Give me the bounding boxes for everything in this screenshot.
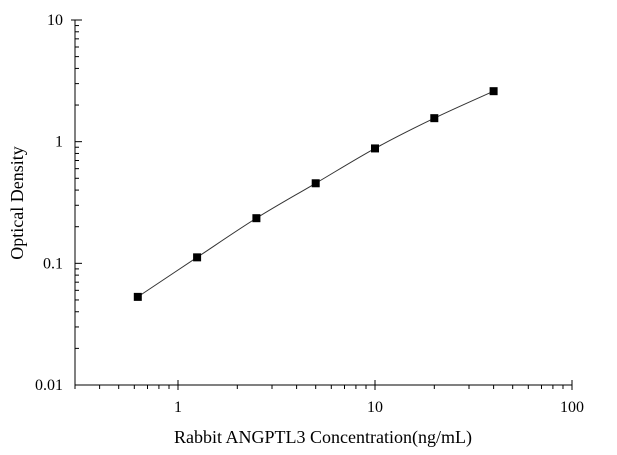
data-point — [311, 179, 320, 188]
x-tick-label-10: 10 — [367, 399, 383, 416]
data-point — [489, 87, 498, 96]
y-tick-label-10: 10 — [47, 12, 63, 29]
data-point — [252, 214, 261, 223]
fit-curve — [137, 90, 494, 298]
x-tick-label-1: 1 — [174, 399, 182, 416]
x-tick-label-100: 100 — [560, 399, 584, 416]
data-point — [133, 292, 142, 301]
y-tick-label-0.01: 0.01 — [35, 377, 63, 394]
data-point — [430, 114, 439, 123]
y-tick-label-0.1: 0.1 — [43, 255, 63, 272]
y-tick-label-1: 1 — [55, 134, 63, 151]
axes — [71, 19, 573, 390]
x-axis-label: Rabbit ANGPTL3 Concentration(ng/mL) — [174, 427, 472, 448]
tick-labels: 1 10 100 0.01 0.1 1 10 — [35, 12, 584, 416]
y-axis-label: Optical Density — [7, 146, 27, 259]
plot-area — [133, 87, 498, 301]
data-point — [193, 253, 202, 262]
data-point — [371, 144, 380, 153]
